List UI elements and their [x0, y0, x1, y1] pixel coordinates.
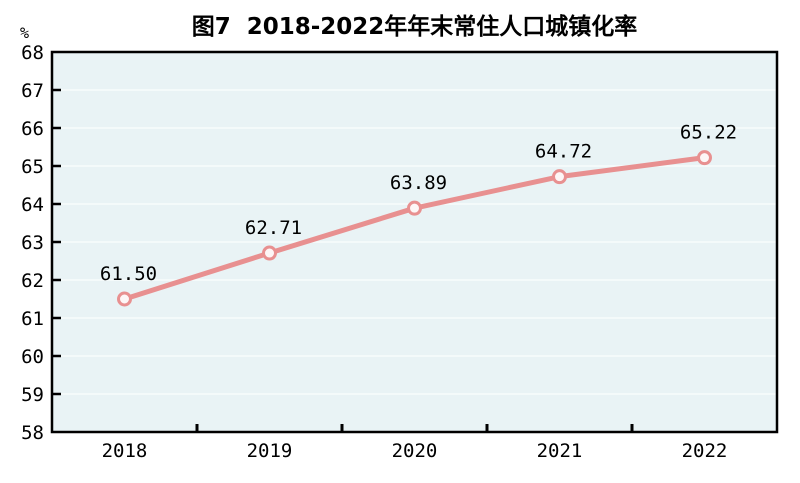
y-axis-tick-label: 63: [21, 232, 44, 254]
data-point-label: 61.50: [100, 263, 157, 285]
x-axis-tick-label: 2021: [537, 440, 583, 462]
data-point-marker: [552, 169, 567, 185]
data-point-marker: [262, 245, 277, 261]
data-point-label: 64.72: [535, 141, 592, 163]
y-axis-tick-label: 65: [21, 156, 44, 178]
y-axis-tick-label: 67: [21, 80, 44, 102]
y-axis-tick-label: 66: [21, 118, 44, 140]
data-point-label: 63.89: [390, 172, 447, 194]
y-axis-tick-label: 59: [21, 384, 44, 406]
x-axis-tick-label: 2020: [392, 440, 438, 462]
y-axis-tick-label: 58: [21, 422, 44, 444]
x-axis-tick-label: 2018: [102, 440, 148, 462]
data-point-marker: [697, 150, 712, 166]
y-axis-tick-label: 64: [21, 194, 44, 216]
chart-title: 图7 2018-2022年年末常住人口城镇化率: [191, 14, 638, 40]
x-axis-tick-label: 2022: [682, 440, 728, 462]
data-point-label: 65.22: [680, 122, 737, 144]
y-axis-tick-label: 60: [21, 346, 44, 368]
data-point-marker: [407, 200, 422, 216]
y-axis-tick-label: 68: [21, 42, 44, 64]
y-axis-tick-label: 61: [21, 308, 44, 330]
data-point-label: 62.71: [245, 217, 302, 239]
y-axis-unit-label: %: [20, 24, 30, 42]
y-axis-tick-label: 62: [21, 270, 44, 292]
x-axis-tick-label: 2019: [247, 440, 293, 462]
data-point-marker: [117, 291, 132, 307]
